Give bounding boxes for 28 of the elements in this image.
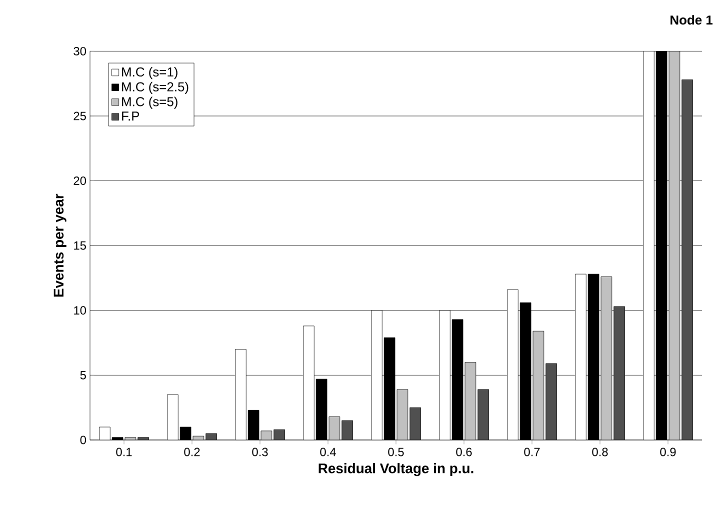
x-tick-label: 0.3 xyxy=(252,448,268,456)
bar xyxy=(396,389,408,440)
legend-label: M.C (s=5) xyxy=(122,96,178,109)
y-tick-label: 0 xyxy=(80,436,86,444)
x-tick-label: 0.4 xyxy=(320,448,336,456)
legend-label: F.P xyxy=(122,112,140,121)
y-tick-label: 5 xyxy=(80,371,86,380)
x-tick-label: 0.2 xyxy=(184,448,200,456)
y-axis-title: Events per year xyxy=(54,194,66,297)
x-tick-label: 0.7 xyxy=(524,448,540,456)
y-tick-label: 20 xyxy=(74,176,86,186)
bar xyxy=(600,276,612,440)
x-tick-label: 0.9 xyxy=(660,448,676,456)
legend-label: M.C (s=2.5) xyxy=(122,82,188,94)
bar xyxy=(532,330,544,440)
x-tick-label: 0.1 xyxy=(116,448,132,456)
y-tick-label: 15 xyxy=(74,241,86,250)
x-tick-label: 0.5 xyxy=(388,448,404,456)
y-tick-label: 10 xyxy=(74,306,86,315)
bar xyxy=(668,51,680,440)
chart-title: Node 1 xyxy=(670,15,713,25)
x-tick-label: 0.6 xyxy=(456,448,472,456)
legend-label: M.C (s=1) xyxy=(122,67,178,80)
x-tick-label: 0.8 xyxy=(592,448,608,456)
y-tick-label: 30 xyxy=(74,46,86,56)
bar xyxy=(464,362,476,440)
x-axis-title: Residual Voltage in p.u. xyxy=(318,463,474,476)
y-tick-label: 25 xyxy=(74,112,86,120)
